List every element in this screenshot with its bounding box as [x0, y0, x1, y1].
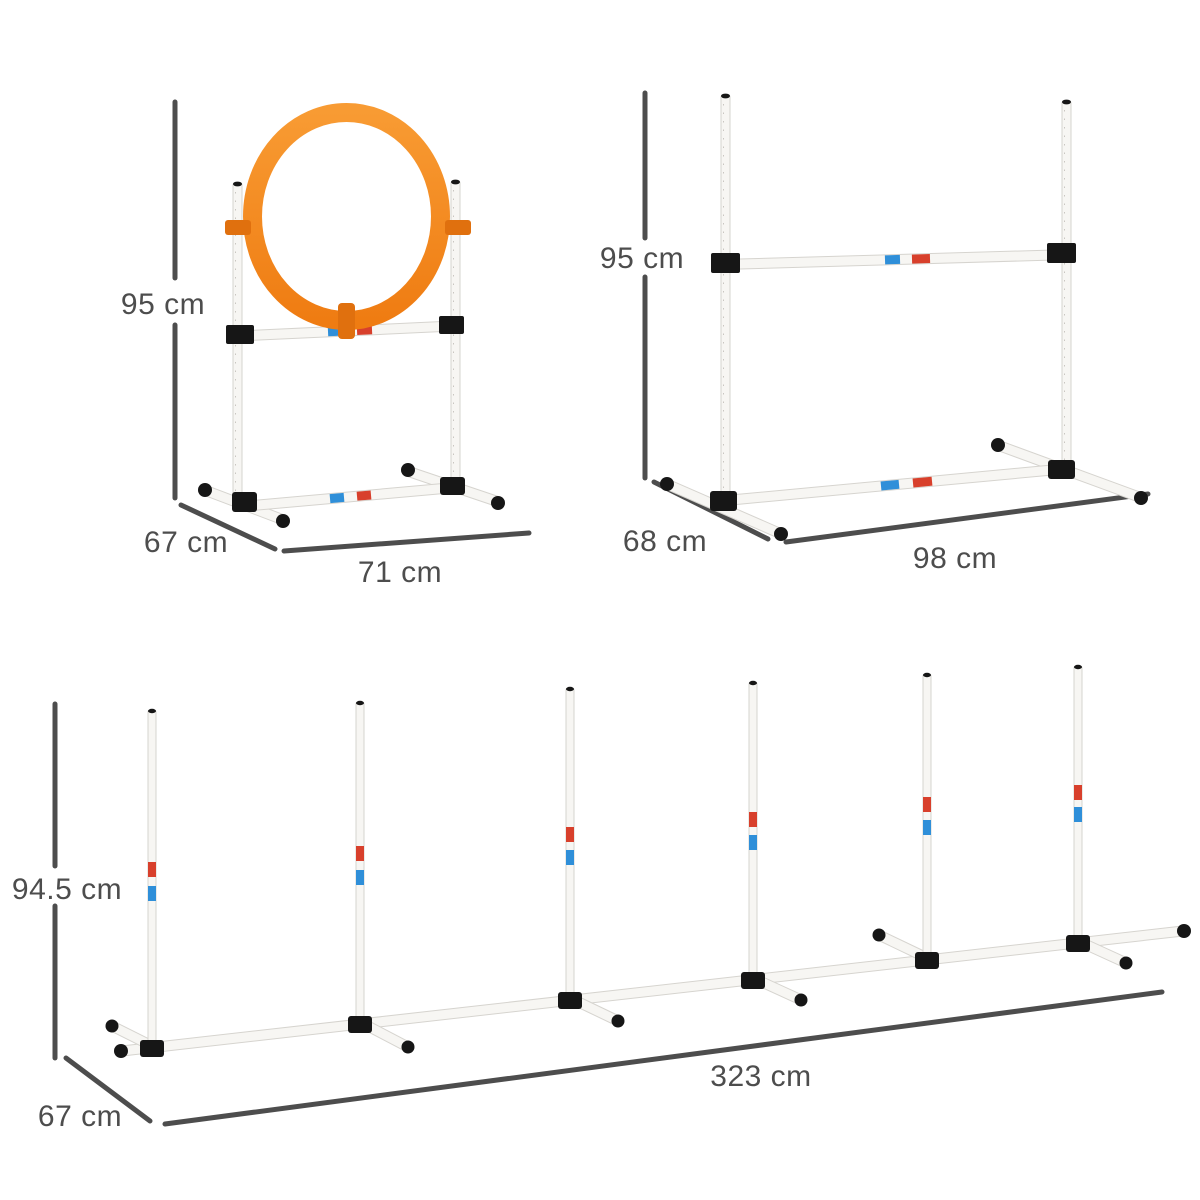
weave-pole-4-red-band — [749, 812, 757, 827]
hurdle-width-label: 98 cm — [913, 542, 997, 575]
weave-length-dim-line — [162, 989, 1165, 1127]
weave-foot-2-cap — [401, 1040, 415, 1054]
weave-pole-4-top-cap — [749, 680, 757, 686]
weave-rail-left-cap — [114, 1044, 128, 1058]
weave-base-rail — [117, 926, 1188, 1056]
hurdle-right-foot-cap-back — [991, 438, 1005, 452]
hurdle-left-pole — [720, 94, 731, 506]
hoop-base-red-band — [356, 490, 372, 501]
weave-foot-6-cap — [1119, 956, 1133, 970]
weave-pole-4-blue-band — [749, 835, 757, 850]
bar-hurdle: 95 cm 68 cm 98 cm — [600, 90, 1151, 575]
hurdle-left-tee-connector — [710, 491, 737, 511]
weave-pole-4-tube — [748, 681, 758, 977]
weave-pole-1 — [147, 708, 157, 1045]
hoop-base-blue-band — [329, 492, 345, 504]
weave-pole-4 — [748, 680, 758, 977]
weave-pole-2 — [355, 700, 365, 1021]
weave-height-label: 94.5 cm — [12, 873, 122, 906]
weave-pole-5 — [922, 672, 932, 957]
weave-rail-right-cap — [1177, 924, 1191, 938]
weave-pole-2-red-band — [356, 846, 364, 861]
weave-pole-5-tube — [922, 673, 932, 957]
weave-foot-4-cap — [794, 993, 808, 1007]
hoop-ring-bottom-clip — [338, 303, 355, 339]
weave-pole-2-top-cap — [356, 700, 364, 706]
hoop-height-label: 95 cm — [121, 288, 205, 321]
hurdle-bar-left-clip — [711, 253, 740, 273]
hoop-bar-left-clip — [226, 325, 254, 344]
hoop-width-label: 71 cm — [358, 556, 442, 589]
hoop-left-tee-connector — [232, 492, 257, 512]
weave-tee-4 — [741, 972, 765, 989]
hoop-left-foot-cap-back — [198, 483, 212, 497]
weave-tee-1 — [140, 1040, 164, 1057]
weave-foot-5-cap — [872, 928, 886, 942]
hurdle-width-dim-line — [783, 491, 1151, 545]
weave-tee-3 — [558, 992, 582, 1009]
hoop-bar-right-clip — [439, 316, 464, 334]
hoop-width-dim-line — [281, 530, 532, 554]
weave-foot-3-cap — [611, 1014, 625, 1028]
weave-foot-1-cap — [105, 1019, 119, 1033]
hurdle-right-pole-top-cap — [1062, 99, 1071, 105]
hoop-right-tee-connector — [440, 477, 465, 495]
hoop-jump: 95 cm 67 cm 71 cm — [121, 99, 532, 589]
hoop-ring — [243, 103, 450, 330]
weave-pole-5-blue-band — [923, 820, 931, 835]
hoop-depth-label: 67 cm — [144, 526, 228, 559]
hurdle-base-blue-band — [880, 479, 900, 491]
weave-pole-2-blue-band — [356, 870, 364, 885]
weave-tee-5 — [915, 952, 939, 969]
weave-pole-1-blue-band — [148, 886, 156, 901]
hurdle-left-foot-cap-front — [774, 527, 788, 541]
weave-depth-dim-line — [63, 1055, 153, 1124]
weave-pole-3 — [565, 686, 575, 997]
weave-pole-6-tube — [1073, 665, 1083, 940]
hoop-ring-left-clip — [225, 220, 251, 235]
hoop-ring-right-clip — [445, 220, 471, 235]
weave-pole-3-top-cap — [566, 686, 574, 692]
hoop-base-bar — [242, 483, 454, 511]
weave-pole-6-top-cap — [1074, 664, 1082, 670]
hoop-right-foot-cap-back — [401, 463, 415, 477]
hurdle-right-pole — [1061, 100, 1072, 476]
weave-poles: 94.5 cm 67 cm 323 cm — [12, 664, 1191, 1133]
weave-pole-6 — [1073, 664, 1083, 940]
hurdle-height-label: 95 cm — [600, 242, 684, 275]
weave-pole-5-red-band — [923, 797, 931, 812]
weave-pole-1-red-band — [148, 862, 156, 877]
hurdle-right-foot-cap-front — [1134, 491, 1148, 505]
weave-pole-6-blue-band — [1074, 807, 1082, 822]
weave-tee-6 — [1066, 935, 1090, 952]
weave-pole-1-top-cap — [148, 708, 156, 714]
hoop-depth-dim-line — [178, 502, 278, 552]
weave-pole-5-top-cap — [923, 672, 931, 678]
hurdle-base-red-band — [912, 476, 933, 488]
hurdle-bar-blue-band — [884, 254, 901, 265]
hurdle-right-tee-connector — [1048, 460, 1075, 479]
hurdle-left-pole-top-cap — [721, 93, 730, 99]
hoop-bar-red-band — [356, 325, 373, 335]
hoop-right-foot-cap-front — [491, 496, 505, 510]
weave-pole-6-red-band — [1074, 785, 1082, 800]
weave-pole-3-blue-band — [566, 850, 574, 865]
weave-length-label: 323 cm — [710, 1060, 811, 1093]
hurdle-left-foot-cap-back — [660, 477, 674, 491]
hoop-left-pole-top-cap — [233, 181, 242, 187]
weave-tee-2 — [348, 1016, 372, 1033]
hoop-right-pole-top-cap — [451, 179, 460, 185]
weave-depth-label: 67 cm — [38, 1100, 122, 1133]
hurdle-bar-right-clip — [1047, 243, 1076, 263]
hurdle-bar-red-band — [911, 254, 931, 264]
hurdle-depth-label: 68 cm — [623, 525, 707, 558]
weave-pole-3-red-band — [566, 827, 574, 842]
hoop-left-foot-cap-front — [276, 514, 290, 528]
